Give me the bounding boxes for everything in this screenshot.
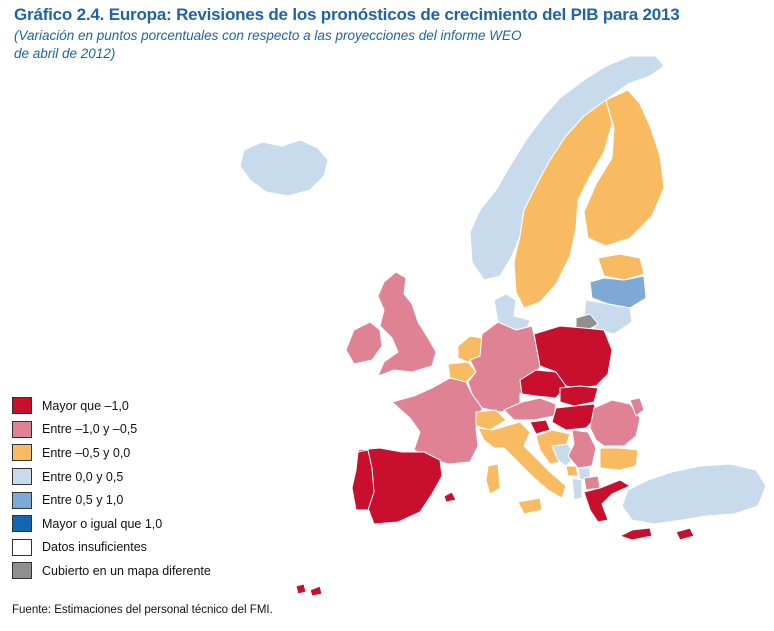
region-italy-sardinia [485, 463, 501, 495]
region-greece [583, 479, 631, 523]
region-germany [467, 321, 541, 413]
region-romania [589, 399, 641, 447]
region-portugal [351, 449, 375, 511]
region-cyprus [675, 527, 695, 541]
region-uk [377, 271, 437, 377]
legend-swatch [12, 444, 32, 462]
legend-item: Datos insuficientes [12, 536, 211, 560]
region-iceland [239, 139, 329, 197]
region-moldova [629, 397, 645, 417]
legend-item: Entre –0,5 y 0,0 [12, 441, 211, 465]
chart-subtitle: (Variación en puntos porcentuales con re… [14, 28, 522, 61]
region-greece-crete [619, 527, 653, 541]
region-spain-balearic [443, 491, 457, 503]
legend: Mayor que –1,0 Entre –1,0 y –0,5 Entre –… [12, 394, 211, 583]
region-belgium [447, 361, 477, 383]
chart-title: Gráfico 2.4. Europa: Revisiones de los p… [14, 5, 680, 24]
legend-label: Entre –1,0 y –0,5 [42, 422, 138, 437]
source-note: Fuente: Estimaciones del personal técnic… [12, 604, 273, 616]
legend-swatch [12, 491, 32, 509]
legend-item: Mayor o igual que 1,0 [12, 512, 211, 536]
legend-item: Cubierto en un mapa diferente [12, 559, 211, 583]
region-macedonia [583, 475, 601, 491]
region-italy-sicily [517, 497, 543, 515]
region-albania [571, 477, 583, 501]
legend-label: Mayor o igual que 1,0 [42, 516, 163, 531]
legend-label: Mayor que –1,0 [42, 398, 129, 413]
legend-swatch [12, 515, 32, 533]
region-switzerland [475, 409, 507, 431]
region-norway [469, 55, 665, 281]
legend-label: Entre 0,5 y 1,0 [42, 493, 124, 508]
legend-item: Entre 0,0 y 0,5 [12, 465, 211, 489]
legend-label: Datos insuficientes [42, 540, 147, 555]
legend-item: Entre 0,5 y 1,0 [12, 488, 211, 512]
legend-label: Cubierto en un mapa diferente [42, 563, 211, 578]
legend-swatch [12, 397, 32, 415]
legend-swatch [12, 538, 32, 556]
region-bosnia [551, 443, 577, 467]
legend-item: Mayor que –1,0 [12, 394, 211, 418]
region-slovenia [529, 419, 551, 435]
legend-label: Entre –0,5 y 0,0 [42, 445, 131, 460]
region-poland [533, 325, 613, 389]
region-ireland [345, 321, 383, 365]
region-france [391, 377, 483, 465]
legend-label: Entre 0,0 y 0,5 [42, 469, 124, 484]
region-spain-canary [295, 583, 323, 597]
region-italy [477, 421, 567, 499]
region-slovakia [559, 385, 599, 407]
region-estonia [597, 253, 645, 281]
region-latvia [589, 275, 647, 309]
legend-swatch [12, 468, 32, 486]
region-turkey [621, 463, 767, 525]
region-finland [583, 89, 665, 247]
legend-swatch [12, 562, 32, 580]
region-serbia [567, 429, 597, 469]
region-sweden [513, 99, 613, 309]
region-montenegro [565, 465, 579, 477]
region-other-map-kaliningrad [575, 313, 599, 331]
legend-swatch [12, 420, 32, 438]
legend-item: Entre –1,0 y –0,5 [12, 418, 211, 442]
region-bulgaria [599, 447, 639, 471]
